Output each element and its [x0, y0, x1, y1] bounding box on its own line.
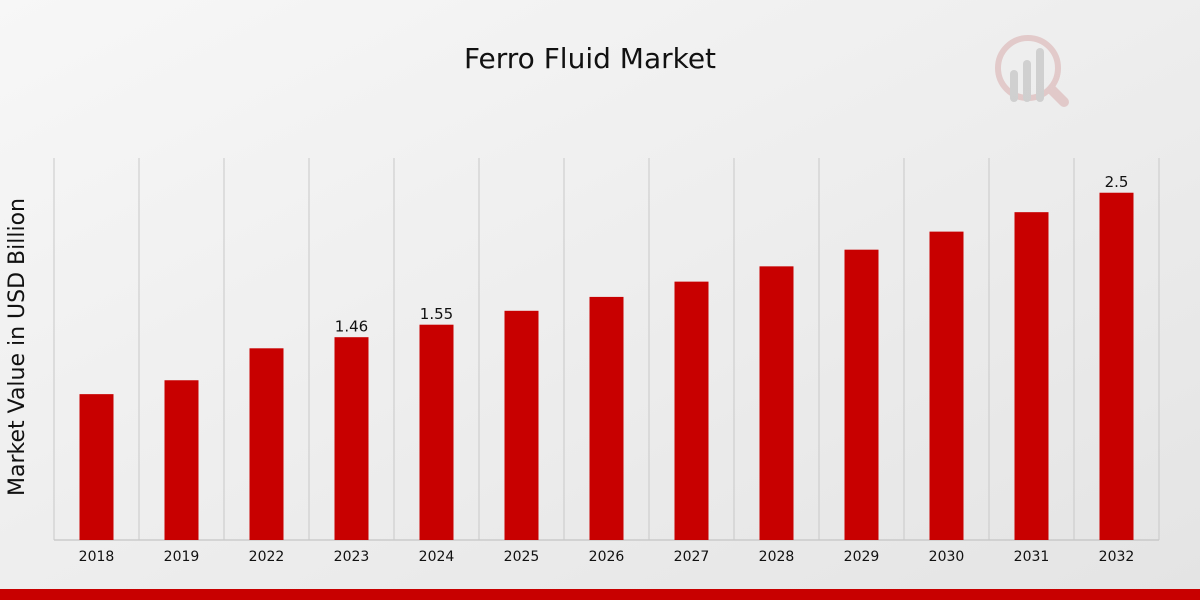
chart-title: Ferro Fluid Market [464, 42, 716, 75]
bar [1099, 192, 1134, 540]
x-tick-label: 2024 [419, 549, 455, 565]
x-tick-label: 2030 [929, 549, 965, 565]
x-tick-label: 2027 [674, 549, 710, 565]
bar [164, 380, 199, 540]
bar [929, 231, 964, 540]
x-tick-label: 2018 [79, 549, 115, 565]
logo [995, 35, 1069, 107]
x-tick-label: 2029 [844, 549, 880, 565]
bar [79, 394, 114, 540]
bar [249, 348, 284, 540]
bar [674, 281, 709, 540]
data-label: 1.46 [335, 318, 368, 336]
x-tick-label: 2019 [164, 549, 200, 565]
x-tick-label: 2026 [589, 549, 625, 565]
bar [589, 296, 624, 540]
x-tick-label: 2032 [1099, 549, 1135, 565]
y-axis-label: Market Value in USD Billion [5, 198, 30, 496]
x-tick-label: 2022 [249, 549, 285, 565]
bar [1014, 212, 1049, 540]
bar [334, 337, 369, 540]
x-tick-label: 2023 [334, 549, 370, 565]
x-tick-label: 2031 [1014, 549, 1050, 565]
bar [844, 249, 879, 540]
data-label: 2.5 [1105, 173, 1129, 191]
data-label: 1.55 [420, 305, 453, 323]
bar [419, 324, 454, 540]
x-tick-label: 2028 [759, 549, 795, 565]
x-tick-label: 2025 [504, 549, 540, 565]
bar [759, 266, 794, 540]
bar [504, 310, 539, 540]
footer-bar [0, 589, 1200, 600]
